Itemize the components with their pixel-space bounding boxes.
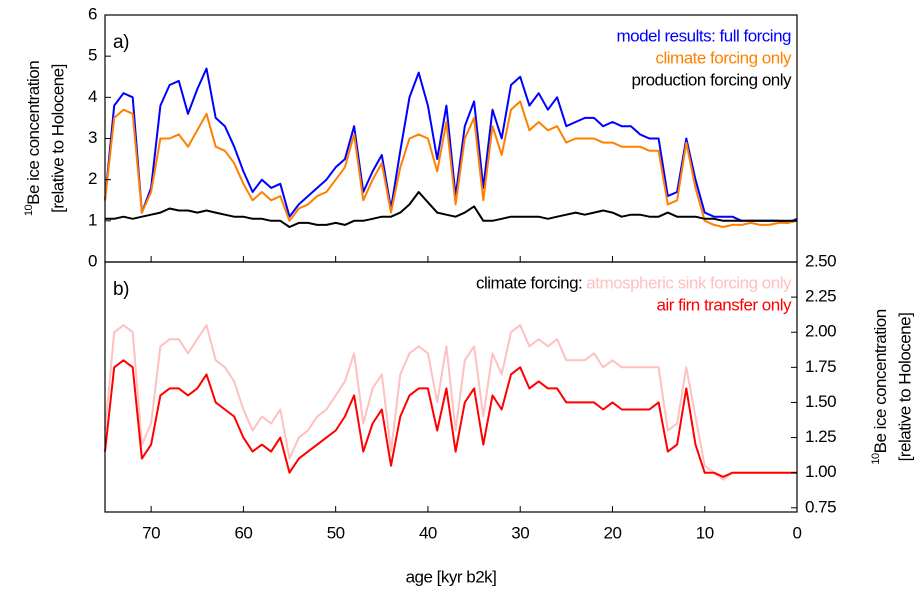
y-axis-label-2: [relative to Holocene]	[895, 313, 914, 462]
data-line	[104, 359, 797, 478]
y-label-superscript: 10	[23, 205, 35, 217]
y-tick-label: 1.75	[805, 357, 836, 376]
x-tick-label: 20	[604, 523, 622, 542]
y-axis-label: 10Be ice concentration	[23, 61, 44, 216]
y-tick-label: 0.75	[805, 497, 836, 516]
legend-entry: production forcing only	[631, 70, 792, 89]
data-line	[105, 191, 797, 228]
x-tick-label: 50	[327, 523, 345, 542]
y-tick-label: 6	[88, 4, 97, 23]
data-line	[104, 100, 798, 228]
y-label-superscript: 10	[870, 453, 882, 465]
legend-entry: model results: full forcing	[616, 26, 791, 45]
y-tick-label: 1	[88, 210, 97, 229]
data-line	[104, 324, 797, 481]
x-tick-label: 30	[511, 523, 529, 542]
panel-label: b)	[113, 279, 129, 300]
y-tick-label: 2.00	[805, 322, 836, 341]
y-tick-label: 1.25	[805, 427, 836, 446]
legend-entry: atmospheric sink forcing only	[586, 273, 792, 292]
y-label-text: Be ice concentration	[24, 61, 43, 205]
data-line	[104, 67, 798, 224]
y-tick-label: 1.00	[805, 462, 836, 481]
y-tick-label: 2.50	[805, 251, 836, 270]
legend-entry: air firn transfer only	[657, 295, 792, 314]
legend-entry: climate forcing only	[655, 48, 792, 67]
x-tick-label: 60	[234, 523, 252, 542]
y-axis-label: 10Be ice concentration	[870, 309, 891, 464]
y-tick-label: 3	[88, 128, 97, 147]
y-tick-label: 0	[88, 251, 97, 270]
x-axis-label: age [kyr b2k]	[406, 567, 497, 586]
y-label-text: Be ice concentration	[871, 309, 890, 453]
y-tick-label: 5	[88, 46, 97, 65]
y-tick-label: 2	[88, 169, 97, 188]
legend-title: climate forcing:	[476, 273, 582, 292]
y-axis-label-2: [relative to Holocene]	[48, 64, 67, 213]
x-tick-label: 10	[696, 523, 714, 542]
panel-label: a)	[113, 32, 129, 53]
x-tick-label: 0	[793, 523, 802, 542]
plot-frame	[104, 261, 798, 513]
y-tick-label: 4	[88, 87, 97, 106]
x-tick-label: 70	[142, 523, 160, 542]
y-tick-label: 2.25	[805, 287, 836, 306]
x-tick-label: 40	[419, 523, 437, 542]
y-tick-label: 1.50	[805, 392, 836, 411]
